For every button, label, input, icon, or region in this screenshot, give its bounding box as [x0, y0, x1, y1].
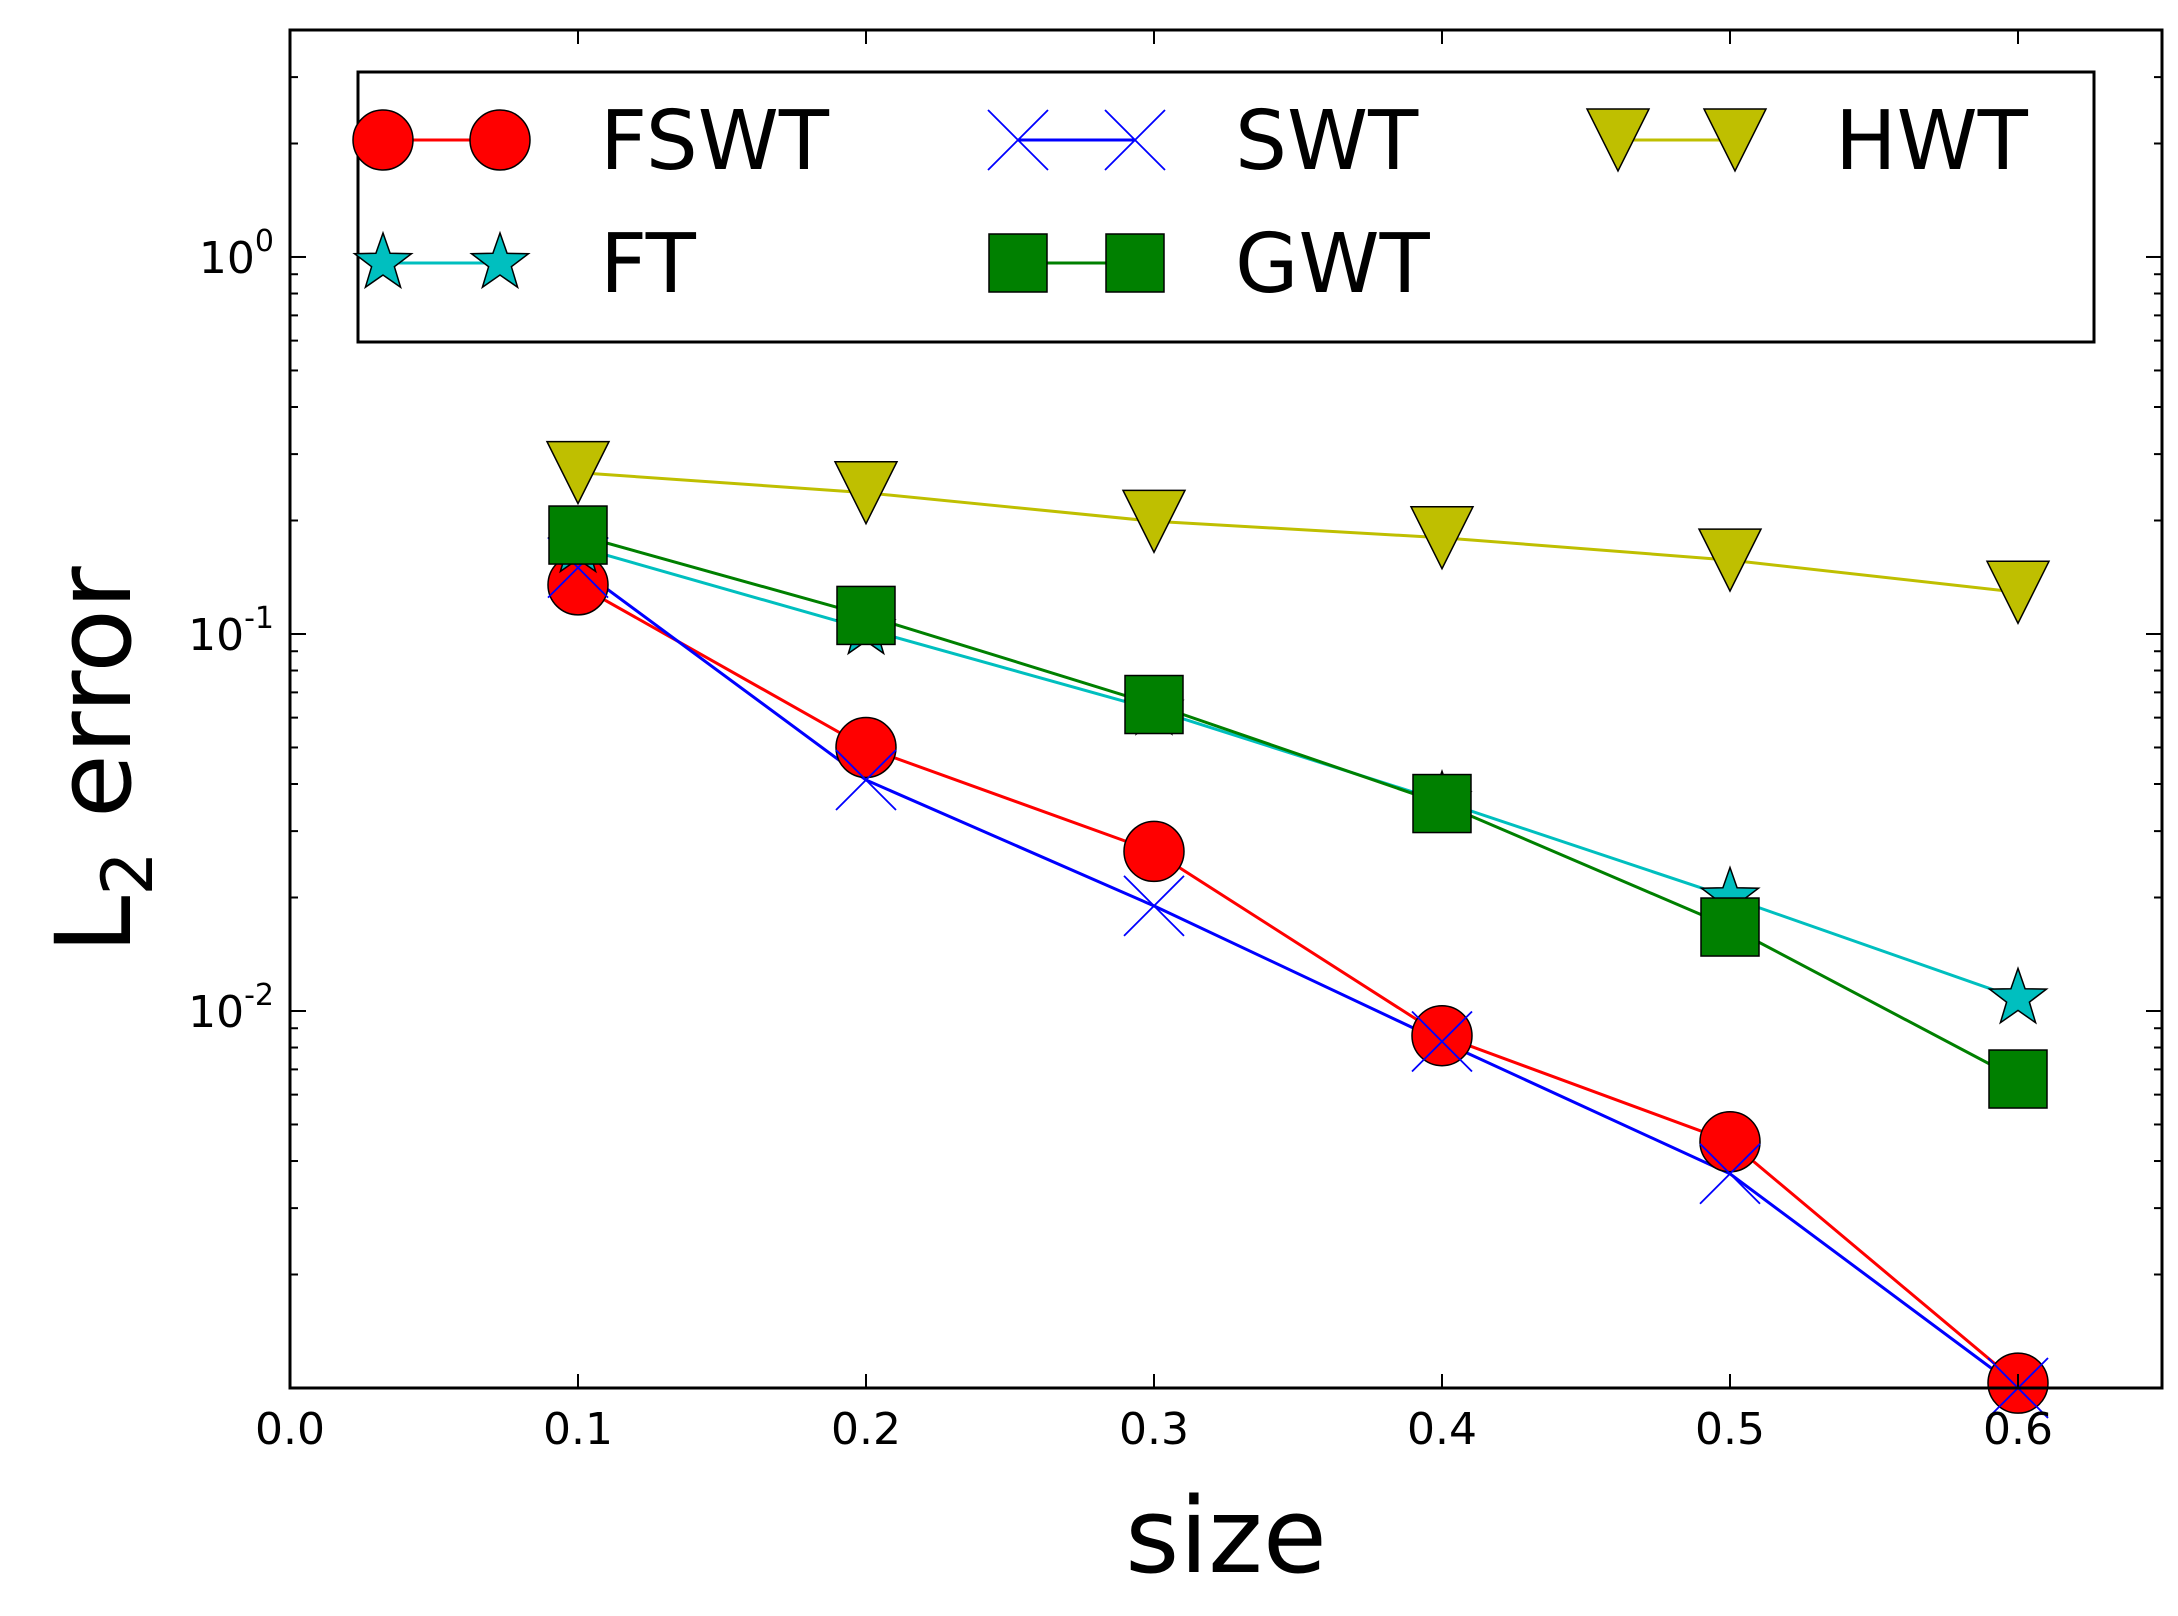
legend-label: HWT: [1835, 94, 2029, 189]
legend-entry-fswt: FSWT: [352, 94, 830, 189]
legend-marker: [469, 109, 531, 171]
legend-entry-ft: FT: [352, 217, 697, 312]
series-line-gwt: [577, 533, 2019, 1081]
series-markers-hwt: [545, 440, 2051, 625]
plot-frame: [288, 28, 2164, 1390]
x-tick-label: 0.4: [1407, 1404, 1477, 1455]
data-point-hwt: [1985, 560, 2051, 625]
legend-marker: [988, 233, 1048, 293]
y-tick-label: 100: [199, 224, 274, 284]
legend-marker: [1104, 109, 1166, 171]
legend-marker: [469, 230, 531, 290]
legend-marker: [1105, 233, 1165, 293]
legend-entry-swt: SWT: [987, 94, 1419, 189]
legend-label: FSWT: [600, 94, 830, 189]
legend-label: GWT: [1235, 217, 1431, 312]
series-line-hwt: [577, 471, 2019, 594]
y-tick-exponent: 0: [255, 224, 274, 259]
data-point-hwt: [1409, 505, 1475, 571]
series-fswt: [577, 583, 2019, 1385]
y-tick-base: 10: [199, 233, 255, 284]
y-axis-title: L2 error: [33, 566, 169, 954]
data-point-ft: [1987, 966, 2049, 1025]
x-tick-label: 0.3: [1119, 1404, 1189, 1455]
y-tick-exponent: -2: [244, 978, 274, 1013]
y-tick-exponent: -1: [244, 601, 274, 636]
y-tick-base: 10: [188, 610, 244, 661]
data-point-hwt: [833, 460, 899, 526]
data-point-gwt: [1412, 773, 1472, 834]
data-point-gwt: [1124, 674, 1184, 735]
series-gwt: [577, 533, 2019, 1081]
legend-entry-hwt: HWT: [1585, 94, 2029, 189]
series-hwt: [577, 471, 2019, 594]
y-tick-base: 10: [188, 987, 244, 1038]
legend-label: SWT: [1235, 94, 1419, 189]
x-tick-label: 0.0: [255, 1404, 325, 1455]
y-axis-title-subscript: 2: [87, 851, 169, 896]
data-point-swt: [1123, 875, 1185, 937]
series-layer: [545, 440, 2051, 1419]
data-point-hwt: [1121, 489, 1187, 554]
data-point-hwt: [545, 440, 611, 506]
series-markers-gwt: [548, 505, 2048, 1109]
data-point-fswt: [1411, 1004, 1473, 1067]
data-point-fswt: [835, 716, 897, 779]
legend-entry-gwt: GWT: [988, 217, 1431, 312]
y-axis-title-main: L: [33, 896, 155, 954]
data-point-gwt: [836, 585, 896, 646]
legend-marker: [987, 109, 1049, 171]
data-point-swt: [1699, 1143, 1761, 1205]
legend-box: [356, 70, 2096, 344]
data-point-fswt: [1123, 820, 1185, 883]
y-axis-title-rest: error: [33, 566, 155, 851]
legend: FSWT FT SWT GWT HWT: [352, 70, 2096, 344]
x-tick-label: 0.5: [1695, 1404, 1765, 1455]
series-line-swt: [577, 566, 2019, 1390]
legend-marker: [352, 230, 414, 290]
legend-marker: [1702, 108, 1768, 173]
data-point-hwt: [1697, 528, 1763, 593]
data-point-gwt: [1988, 1049, 2048, 1109]
data-point-gwt: [548, 505, 608, 565]
x-axis-title: size: [1125, 1475, 1327, 1597]
y-tick-label: 10-1: [188, 601, 274, 661]
x-tick-label: 0.1: [543, 1404, 613, 1455]
legend-marker: [352, 109, 414, 171]
series-line-fswt: [577, 583, 2019, 1385]
y-tick-label: 10-2: [188, 978, 274, 1038]
legend-marker: [1585, 108, 1651, 173]
data-point-swt: [1411, 1010, 1473, 1073]
data-point-swt: [835, 749, 897, 811]
legend-label: FT: [600, 217, 697, 312]
x-tick-label: 0.2: [831, 1404, 901, 1455]
series-swt: [577, 566, 2019, 1390]
legend-entries: FSWT FT SWT GWT HWT: [352, 94, 2029, 312]
data-point-fswt: [1699, 1110, 1761, 1173]
x-tick-label: 0.6: [1983, 1404, 2053, 1455]
data-point-gwt: [1700, 897, 1760, 957]
